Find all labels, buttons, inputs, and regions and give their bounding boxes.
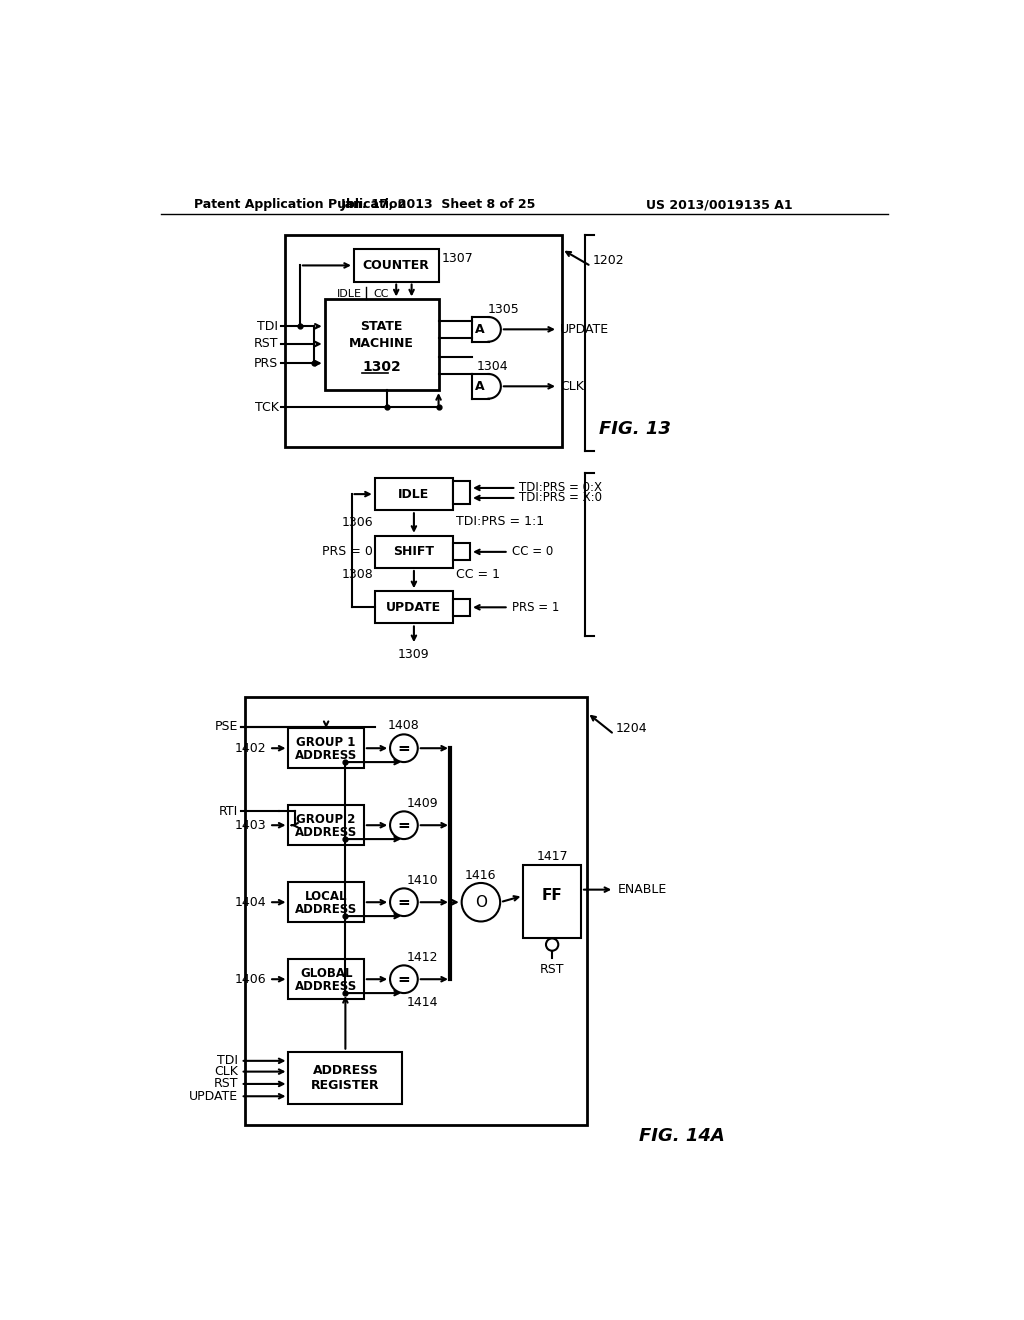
Text: =: = (397, 972, 411, 987)
Text: CC = 1: CC = 1 (457, 569, 501, 582)
Text: TDI:PRS = 0:X: TDI:PRS = 0:X (519, 482, 602, 495)
Text: REGISTER: REGISTER (311, 1078, 380, 1092)
Bar (289, 729, 364, 768)
Text: 1409: 1409 (407, 797, 438, 810)
Text: 1202: 1202 (593, 255, 625, 268)
Text: PRS: PRS (254, 356, 279, 370)
Text: TDI: TDI (217, 1055, 239, 1068)
Text: IDLE: IDLE (398, 487, 429, 500)
Bar (454, 544, 470, 561)
Bar (454, 599, 470, 615)
Bar (289, 882, 364, 923)
Text: TDI: TDI (257, 319, 279, 333)
Bar (325, 300, 438, 391)
Text: 1305: 1305 (487, 302, 519, 315)
Bar (523, 866, 581, 939)
Text: 1308: 1308 (341, 569, 373, 582)
Text: MACHINE: MACHINE (349, 337, 414, 350)
Text: PSE: PSE (215, 721, 239, 733)
Text: FF: FF (542, 888, 562, 903)
Text: RST: RST (214, 1077, 239, 1090)
Text: 1406: 1406 (234, 973, 266, 986)
Text: 1204: 1204 (615, 722, 647, 735)
Text: TDI:PRS = X:0: TDI:PRS = X:0 (519, 491, 602, 504)
Text: IDLE: IDLE (337, 289, 361, 298)
Text: 1410: 1410 (407, 874, 438, 887)
Bar (375, 536, 454, 568)
Bar (454, 480, 470, 504)
Text: CLK: CLK (214, 1065, 239, 1078)
Bar (245, 697, 587, 1125)
Text: GROUP 1: GROUP 1 (297, 735, 355, 748)
Text: UPDATE: UPDATE (386, 601, 441, 614)
Text: PRS = 0: PRS = 0 (323, 545, 373, 558)
Bar (289, 1052, 402, 1104)
Bar (285, 235, 562, 447)
Text: TCK: TCK (255, 400, 279, 413)
Text: US 2013/0019135 A1: US 2013/0019135 A1 (646, 198, 793, 211)
Text: 1304: 1304 (476, 360, 508, 372)
Text: 1402: 1402 (234, 742, 266, 755)
Text: STATE: STATE (360, 319, 402, 333)
Text: GLOBAL: GLOBAL (300, 966, 352, 979)
Text: 1416: 1416 (465, 869, 497, 882)
Bar (289, 805, 364, 845)
Text: COUNTER: COUNTER (362, 259, 430, 272)
Text: 1414: 1414 (407, 995, 437, 1008)
Text: RST: RST (540, 962, 564, 975)
Text: Jan. 17, 2013  Sheet 8 of 25: Jan. 17, 2013 Sheet 8 of 25 (341, 198, 537, 211)
Text: 1302: 1302 (362, 360, 401, 374)
Text: 1412: 1412 (407, 952, 437, 964)
Text: Patent Application Publication: Patent Application Publication (194, 198, 407, 211)
Text: FIG. 13: FIG. 13 (599, 421, 671, 438)
Text: 1404: 1404 (234, 896, 266, 908)
Text: UPDATE: UPDATE (560, 323, 609, 335)
Text: TDI:PRS = 1:1: TDI:PRS = 1:1 (457, 515, 545, 528)
Text: FIG. 14A: FIG. 14A (639, 1127, 725, 1146)
Bar (354, 249, 438, 281)
Text: ADDRESS: ADDRESS (295, 903, 357, 916)
Text: RTI: RTI (219, 805, 239, 818)
Text: =: = (397, 741, 411, 756)
Text: CC = 0: CC = 0 (512, 545, 553, 558)
Text: 1307: 1307 (441, 252, 473, 265)
Text: 1309: 1309 (398, 648, 430, 661)
Text: 1408: 1408 (388, 718, 420, 731)
Text: A: A (475, 323, 485, 335)
Text: ADDRESS: ADDRESS (295, 981, 357, 994)
Bar (289, 960, 364, 999)
Text: LOCAL: LOCAL (305, 890, 347, 903)
Text: CLK: CLK (560, 380, 584, 393)
Text: ADDRESS: ADDRESS (295, 750, 357, 763)
Bar (375, 591, 454, 623)
Bar (375, 478, 454, 511)
Text: CC: CC (374, 289, 389, 298)
Text: A: A (475, 380, 485, 393)
Text: ADDRESS: ADDRESS (295, 826, 357, 840)
Text: SHIFT: SHIFT (393, 545, 434, 558)
Text: ENABLE: ENABLE (617, 883, 668, 896)
Text: 1403: 1403 (234, 818, 266, 832)
Text: O: O (475, 895, 486, 909)
Text: PRS = 1: PRS = 1 (512, 601, 559, 614)
Text: 1417: 1417 (537, 850, 568, 862)
Text: =: = (397, 817, 411, 833)
Text: 1306: 1306 (341, 516, 373, 529)
Text: ADDRESS: ADDRESS (312, 1064, 378, 1077)
Text: =: = (397, 895, 411, 909)
Text: GROUP 2: GROUP 2 (297, 813, 355, 825)
Text: UPDATE: UPDATE (189, 1090, 239, 1102)
Text: RST: RST (254, 338, 279, 351)
